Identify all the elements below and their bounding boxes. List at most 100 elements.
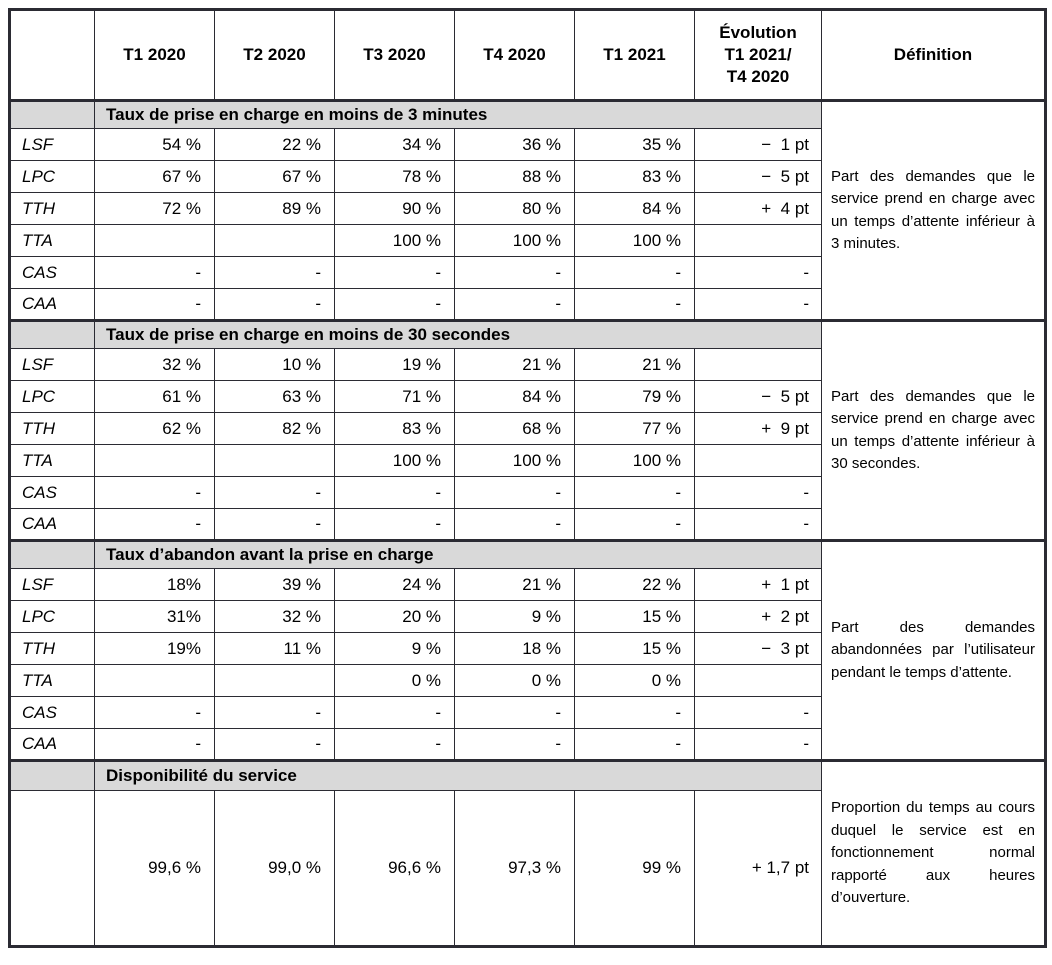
value-cell: 100 %	[454, 224, 575, 257]
col-header-definition: Définition	[821, 9, 1046, 101]
value-cell	[94, 224, 215, 257]
value-cell: 100 %	[334, 444, 455, 477]
value-cell: 15 %	[574, 632, 695, 665]
section-header-row-30s: Taux de prise en charge en moins de 30 s…	[9, 319, 1046, 541]
value-cell: 22 %	[574, 568, 695, 601]
value-cell: 0 %	[334, 664, 455, 697]
value-cell: -	[94, 696, 215, 729]
table-row-lsf: LSF 54 % 22 % 34 % 36 % 35 % − 1 pt	[9, 128, 1046, 161]
row-label-cell: CAS	[9, 476, 95, 509]
definition-cell-3min: Part des demandes que le service prend e…	[821, 99, 1046, 321]
evolution-cell: + 9 pt	[694, 412, 822, 445]
value-cell: 15 %	[574, 600, 695, 633]
value-cell: 100 %	[454, 444, 575, 477]
table-row-tta: TTA 0 % 0 % 0 %	[9, 664, 1046, 697]
value-cell: 21 %	[454, 348, 575, 381]
evolution-cell: + 2 pt	[694, 600, 822, 633]
value-cell: -	[454, 728, 575, 761]
value-cell: 90 %	[334, 192, 455, 225]
value-cell: 100 %	[574, 444, 695, 477]
row-label-cell: TTA	[9, 224, 95, 257]
value-cell: -	[94, 256, 215, 289]
section-title-30s: Taux de prise en charge en moins de 30 s…	[94, 319, 822, 349]
table-row-tth: TTH 62 % 82 % 83 % 68 % 77 % + 9 pt	[9, 412, 1046, 445]
section-header-row-3min: Taux de prise en charge en moins de 3 mi…	[9, 99, 1046, 321]
value-cell: 0 %	[574, 664, 695, 697]
value-cell: 11 %	[214, 632, 335, 665]
value-cell: 10 %	[214, 348, 335, 381]
value-cell: -	[454, 508, 575, 541]
value-cell: -	[334, 696, 455, 729]
row-label-cell: CAA	[9, 288, 95, 321]
evolution-header-line-2: T1 2021/	[724, 44, 792, 64]
value-cell	[94, 664, 215, 697]
value-cell: 82 %	[214, 412, 335, 445]
value-cell: 61 %	[94, 380, 215, 413]
section-title-3min: Taux de prise en charge en moins de 3 mi…	[94, 99, 822, 129]
value-cell: 36 %	[454, 128, 575, 161]
value-cell: 99 %	[574, 790, 695, 947]
col-header-t2-2020: T2 2020	[214, 9, 335, 101]
row-label-cell: CAA	[9, 728, 95, 761]
value-cell: -	[94, 508, 215, 541]
col-header-t3-2020: T3 2020	[334, 9, 455, 101]
value-cell: -	[214, 476, 335, 509]
row-label-cell: TTA	[9, 664, 95, 697]
value-cell: 68 %	[454, 412, 575, 445]
section-band-spacer	[9, 759, 95, 791]
table-row-caa: CAA - - - - - -	[9, 508, 1046, 541]
value-cell: 32 %	[214, 600, 335, 633]
value-cell: 9 %	[454, 600, 575, 633]
value-cell: 78 %	[334, 160, 455, 193]
value-cell: 63 %	[214, 380, 335, 413]
value-cell: -	[94, 476, 215, 509]
value-cell: 31%	[94, 600, 215, 633]
value-cell: 22 %	[214, 128, 335, 161]
definition-cell-30s: Part des demandes que le service prend e…	[821, 319, 1046, 541]
value-cell: 18%	[94, 568, 215, 601]
value-cell: -	[574, 728, 695, 761]
value-cell: -	[214, 256, 335, 289]
value-cell: 80 %	[454, 192, 575, 225]
value-cell: 84 %	[454, 380, 575, 413]
value-cell: 18 %	[454, 632, 575, 665]
value-cell: -	[454, 696, 575, 729]
value-cell: 72 %	[94, 192, 215, 225]
section-title-abandon: Taux d’abandon avant la prise en charge	[94, 539, 822, 569]
evolution-header-line-1: Évolution	[719, 22, 797, 42]
row-label-cell: LSF	[9, 128, 95, 161]
value-cell: -	[334, 476, 455, 509]
definition-cell-abandon: Part des demandes abandonnées par l’util…	[821, 539, 1046, 761]
value-cell: -	[214, 288, 335, 321]
value-cell: -	[94, 728, 215, 761]
value-cell: -	[214, 508, 335, 541]
value-cell: 89 %	[214, 192, 335, 225]
value-cell: 0 %	[454, 664, 575, 697]
evolution-cell	[694, 444, 822, 477]
corner-cell	[9, 9, 95, 101]
definition-cell-disponibilite: Proportion du temps au cours duquel le s…	[821, 759, 1046, 947]
value-cell: 67 %	[94, 160, 215, 193]
evolution-cell: + 1 pt	[694, 568, 822, 601]
kpi-table: T1 2020 T2 2020 T3 2020 T4 2020 T1 2021 …	[8, 8, 1047, 948]
value-cell: -	[214, 696, 335, 729]
table-row-cas: CAS - - - - - -	[9, 256, 1046, 289]
table-row-lpc: LPC 67 % 67 % 78 % 88 % 83 % − 5 pt	[9, 160, 1046, 193]
table-row-cas: CAS - - - - - -	[9, 476, 1046, 509]
value-cell: 21 %	[454, 568, 575, 601]
row-label-cell: LSF	[9, 568, 95, 601]
value-cell: 96,6 %	[334, 790, 455, 947]
value-cell: 21 %	[574, 348, 695, 381]
section-header-row-abandon: Taux d’abandon avant la prise en charge …	[9, 539, 1046, 761]
value-cell: 67 %	[214, 160, 335, 193]
evolution-cell: -	[694, 288, 822, 321]
row-label-cell: LSF	[9, 348, 95, 381]
value-cell: 24 %	[334, 568, 455, 601]
row-label-cell: LPC	[9, 160, 95, 193]
table-row-cas: CAS - - - - - -	[9, 696, 1046, 729]
col-header-t1-2021: T1 2021	[574, 9, 695, 101]
row-label-cell: LPC	[9, 380, 95, 413]
value-cell: 19%	[94, 632, 215, 665]
evolution-cell: -	[694, 256, 822, 289]
value-cell: -	[334, 508, 455, 541]
